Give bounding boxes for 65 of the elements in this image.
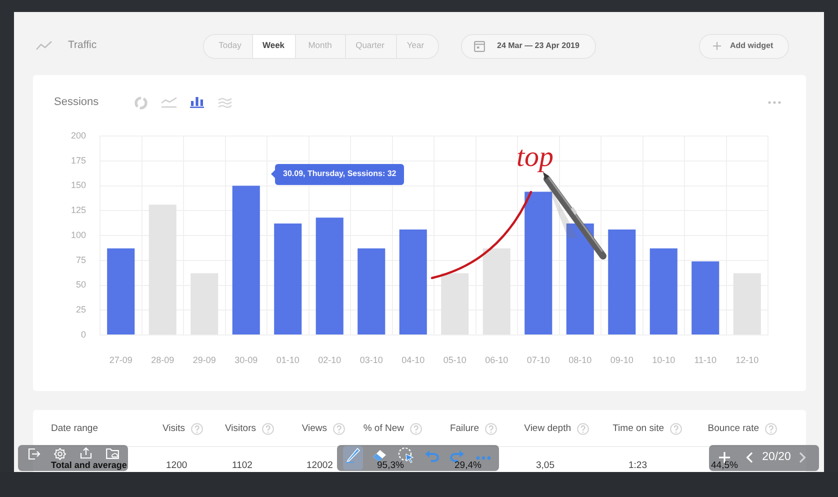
x-tick-label: 07-10 — [526, 354, 550, 365]
y-tick-label: 100 — [70, 230, 86, 240]
x-tick-label: 11-10 — [694, 354, 717, 365]
bar — [399, 230, 427, 334]
bar — [524, 192, 552, 334]
annotation: 30.09, Thursday, Sessions: 32 — [275, 164, 404, 185]
x-tick-label: 05-10 — [443, 354, 466, 365]
y-tick-label: 150 — [70, 180, 86, 190]
text: Traffic — [68, 39, 97, 52]
bar — [107, 248, 135, 334]
bar — [692, 261, 720, 334]
x-tick-label: 03-10 — [360, 354, 383, 365]
y-tick-label: 175 — [70, 155, 86, 166]
bar — [358, 248, 386, 334]
annotation: top — [516, 141, 554, 174]
y-tick-label: 50 — [76, 280, 86, 290]
text: Week — [262, 40, 285, 50]
text: Failure — [450, 422, 479, 434]
x-tick-label: 10-10 — [652, 354, 676, 365]
x-tick-label: 29-09 — [192, 354, 216, 365]
x-tick-label: 08-10 — [568, 354, 592, 365]
text: Month — [308, 40, 332, 50]
y-tick-label: 25 — [76, 304, 86, 315]
text: Visits — [162, 422, 185, 434]
bar — [650, 248, 678, 334]
text: 1:23 — [628, 460, 647, 471]
y-tick-label: 125 — [70, 205, 86, 216]
text: Date range — [51, 422, 98, 434]
bar — [232, 186, 260, 334]
bar — [274, 224, 302, 334]
y-tick-label: 0 — [80, 329, 86, 340]
bar — [608, 230, 636, 334]
chart-title: Sessions — [54, 96, 99, 108]
x-tick-label: 02-10 — [318, 354, 342, 365]
text: Bounce rate — [708, 422, 759, 434]
x-tick-label: 04-10 — [402, 354, 425, 365]
text: 95,3% — [377, 460, 404, 471]
text: 29,4% — [454, 460, 482, 471]
x-tick-label: 30-09 — [234, 354, 258, 365]
text: 24 Mar — 23 Apr 2019 — [497, 40, 580, 50]
bar — [316, 218, 344, 334]
x-tick-label: 12-10 — [736, 354, 759, 365]
x-tick-label: 06-10 — [485, 354, 508, 365]
text: Time on site — [612, 422, 664, 434]
text: 1102 — [232, 460, 252, 471]
x-tick-label: 09-10 — [610, 354, 634, 365]
y-tick-label: 75 — [76, 254, 86, 265]
text: Visitors — [225, 422, 256, 434]
text: Add widget — [730, 40, 774, 50]
text: Views — [302, 422, 327, 434]
x-tick-label: 28-09 — [151, 354, 174, 365]
text: % of New — [363, 422, 404, 434]
text: Total and average — [51, 460, 127, 470]
text: 3,05 — [536, 460, 554, 471]
text: Today — [218, 40, 242, 50]
y-tick-label: 200 — [70, 130, 86, 140]
x-tick-label: 27-09 — [109, 354, 132, 365]
text: Year — [406, 40, 424, 50]
text: 44,5% — [711, 460, 738, 471]
x-tick-label: 01-10 — [276, 354, 300, 365]
text: Quarter — [356, 40, 384, 50]
text: 12002 — [306, 460, 333, 471]
text: View depth — [524, 422, 571, 434]
text: 1200 — [166, 460, 188, 471]
text: 20/20 — [762, 450, 791, 464]
